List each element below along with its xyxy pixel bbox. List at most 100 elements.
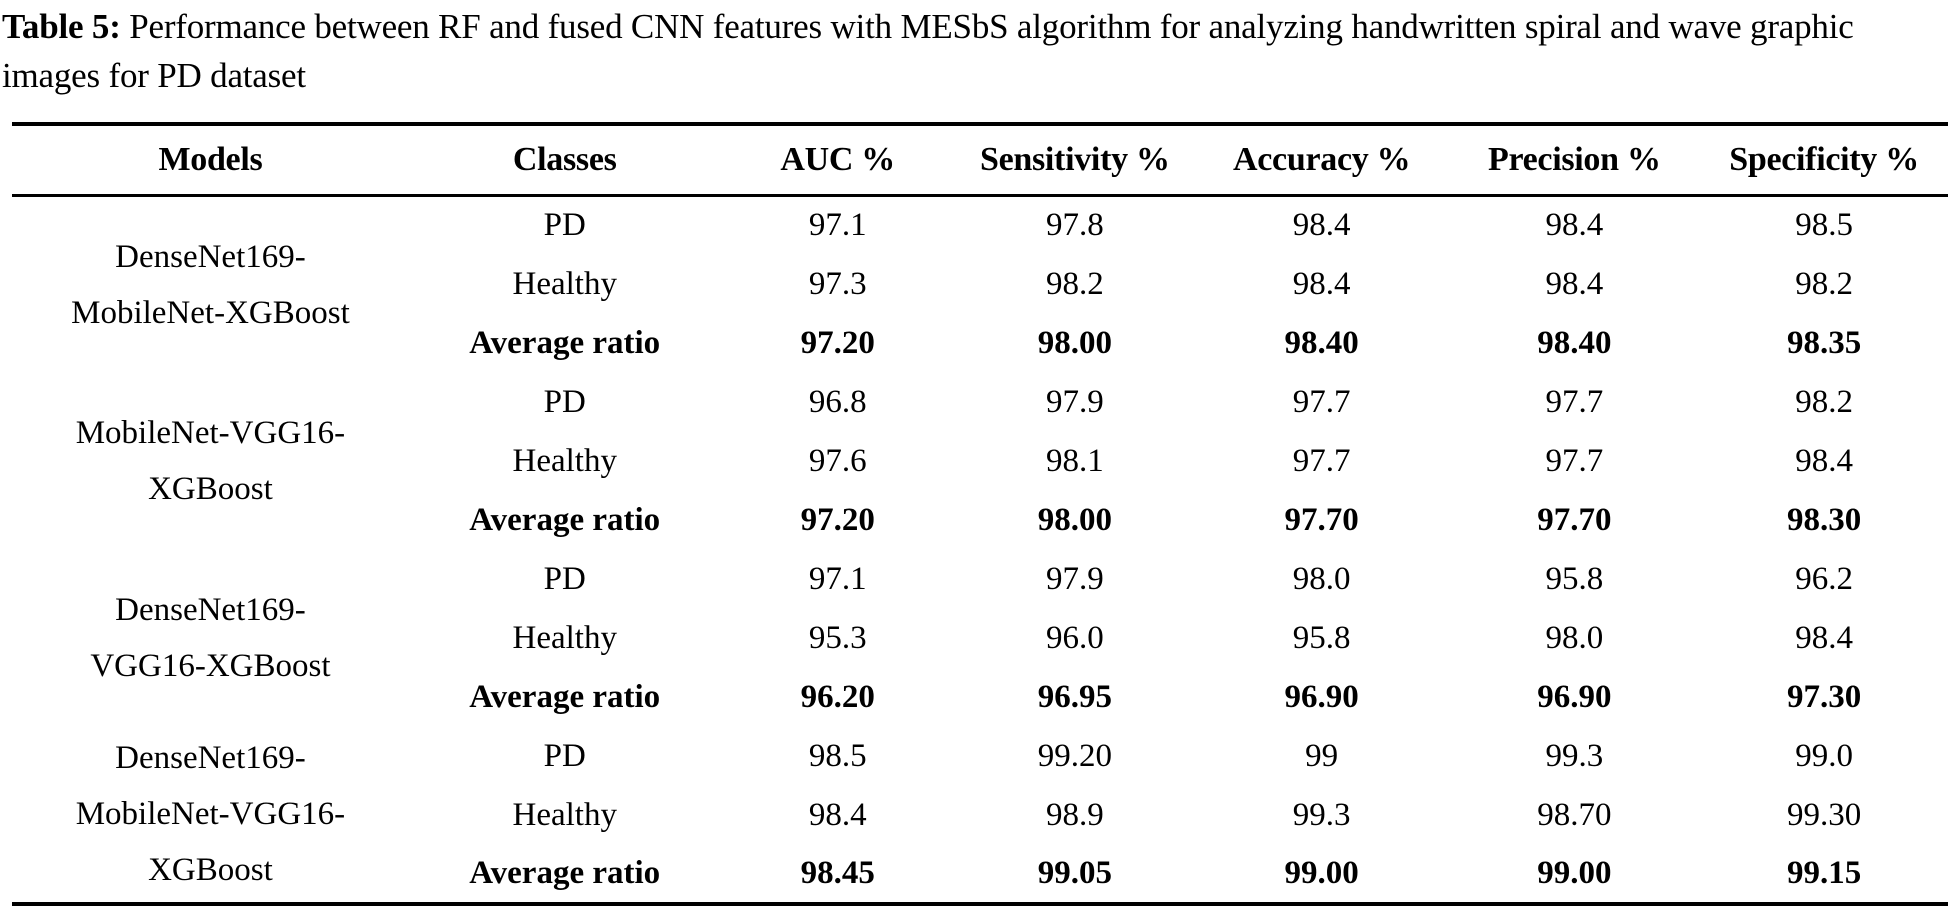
auc-cell: 97.6 (808, 442, 867, 479)
table-row: Healthy 98.4 98.9 99.3 98.70 99.30 (12, 786, 1948, 845)
class-cell: Healthy (512, 796, 617, 833)
performance-table: Models Classes AUC % Sensitivity % Accur… (12, 122, 1948, 906)
sensitivity-cell: 96.0 (1045, 619, 1104, 656)
auc-cell: 96.8 (808, 383, 867, 420)
average-ratio-row: Average ratio 98.45 99.05 99.00 99.00 99… (12, 845, 1948, 904)
precision-cell: 98.4 (1545, 207, 1604, 244)
sensitivity-cell: 99.05 (1037, 854, 1112, 891)
accuracy-cell: 98.4 (1292, 207, 1351, 244)
specificity-cell: 98.4 (1795, 619, 1853, 656)
col-header-auc: AUC % (720, 124, 955, 197)
specificity-cell: 98.35 (1786, 324, 1862, 361)
auc-cell: 97.20 (800, 501, 875, 538)
accuracy-cell: 99.3 (1292, 796, 1351, 833)
auc-cell: 97.1 (808, 560, 867, 597)
specificity-cell: 96.2 (1795, 560, 1853, 597)
col-header-accuracy: Accuracy % (1194, 124, 1449, 197)
class-cell: Healthy (512, 265, 617, 302)
precision-cell: 97.70 (1537, 501, 1612, 538)
specificity-cell: 99.0 (1795, 737, 1853, 774)
sensitivity-cell: 98.9 (1045, 796, 1104, 833)
class-cell: Healthy (512, 619, 617, 656)
table-row: Healthy 97.6 98.1 97.7 97.7 98.4 (12, 432, 1948, 491)
auc-cell: 97.1 (808, 207, 867, 244)
average-ratio-row: Average ratio 97.20 98.00 97.70 97.70 98… (12, 491, 1948, 550)
table-row: Healthy 95.3 96.0 95.8 98.0 98.4 (12, 609, 1948, 668)
accuracy-cell: 96.90 (1284, 678, 1359, 715)
specificity-cell: 98.2 (1795, 383, 1853, 420)
col-header-models: Models (12, 124, 409, 197)
table-row: MobileNet-VGG16- XGBoost PD 96.8 97.9 97… (12, 373, 1948, 508)
accuracy-cell: 98.0 (1292, 560, 1351, 597)
sensitivity-cell: 96.95 (1037, 678, 1112, 715)
accuracy-cell: 97.7 (1292, 442, 1351, 479)
precision-cell: 97.7 (1545, 442, 1604, 479)
precision-cell: 99.3 (1545, 737, 1604, 774)
sensitivity-cell: 99.20 (1037, 737, 1112, 774)
auc-cell: 95.3 (808, 619, 867, 656)
precision-cell: 98.4 (1545, 265, 1604, 302)
sensitivity-cell: 97.9 (1045, 383, 1104, 420)
specificity-cell: 98.4 (1795, 442, 1853, 479)
specificity-cell: 99.15 (1786, 854, 1862, 891)
caption-label: Table 5: (2, 7, 121, 46)
sensitivity-cell: 98.1 (1045, 442, 1104, 479)
class-cell: Average ratio (469, 854, 661, 891)
precision-cell: 99.00 (1537, 854, 1612, 891)
accuracy-cell: 99.00 (1284, 854, 1359, 891)
accuracy-cell: 98.40 (1284, 324, 1359, 361)
auc-cell: 98.5 (808, 737, 867, 774)
col-header-specificity: Specificity % (1700, 124, 1948, 197)
specificity-cell: 99.30 (1786, 796, 1862, 833)
accuracy-cell: 97.7 (1292, 383, 1351, 420)
precision-cell: 98.0 (1545, 619, 1604, 656)
accuracy-cell: 95.8 (1292, 619, 1351, 656)
sensitivity-cell: 98.00 (1037, 324, 1112, 361)
class-cell: PD (543, 737, 586, 774)
auc-cell: 98.45 (800, 854, 875, 891)
header-row: Models Classes AUC % Sensitivity % Accur… (12, 124, 1948, 197)
specificity-cell: 98.2 (1795, 265, 1853, 302)
accuracy-cell: 99 (1305, 737, 1339, 774)
sensitivity-cell: 98.00 (1037, 501, 1112, 538)
col-header-precision: Precision % (1448, 124, 1701, 197)
model-name: MobileNet-VGG16- XGBoost (75, 415, 346, 507)
precision-cell: 97.7 (1545, 383, 1604, 420)
precision-cell: 98.40 (1537, 324, 1612, 361)
class-cell: PD (543, 383, 586, 420)
precision-cell: 98.70 (1537, 796, 1612, 833)
sensitivity-cell: 98.2 (1045, 265, 1104, 302)
average-ratio-row: Average ratio 96.20 96.95 96.90 96.90 97… (12, 668, 1948, 727)
table-caption: Table 5: Performance between RF and fuse… (0, 2, 1956, 100)
precision-cell: 95.8 (1545, 560, 1604, 597)
accuracy-cell: 98.4 (1292, 265, 1351, 302)
table-row: DenseNet169- MobileNet-VGG16- XGBoost PD… (12, 727, 1948, 889)
class-cell: Average ratio (469, 678, 661, 715)
col-header-classes: Classes (408, 124, 721, 197)
model-name: DenseNet169- MobileNet-XGBoost (71, 238, 350, 331)
auc-cell: 97.20 (800, 324, 875, 361)
accuracy-cell: 97.70 (1284, 501, 1359, 538)
table-row: DenseNet169- MobileNet-XGBoost PD 97.1 9… (12, 196, 1948, 331)
auc-cell: 98.4 (808, 796, 867, 833)
class-cell: Average ratio (469, 324, 661, 361)
table-row: Healthy 97.3 98.2 98.4 98.4 98.2 (12, 255, 1948, 314)
specificity-cell: 97.30 (1786, 678, 1862, 715)
sensitivity-cell: 97.9 (1045, 560, 1104, 597)
caption-text: Performance between RF and fused CNN fea… (2, 7, 1854, 95)
col-header-sensitivity: Sensitivity % (954, 124, 1195, 197)
average-ratio-row: Average ratio 97.20 98.00 98.40 98.40 98… (12, 314, 1948, 373)
precision-cell: 96.90 (1537, 678, 1612, 715)
class-cell: Average ratio (469, 501, 661, 538)
specificity-cell: 98.30 (1786, 501, 1862, 538)
specificity-cell: 98.5 (1795, 207, 1853, 244)
class-cell: Healthy (512, 442, 617, 479)
auc-cell: 96.20 (800, 678, 875, 715)
model-name: DenseNet169- VGG16-XGBoost (90, 592, 331, 684)
model-name: DenseNet169- MobileNet-VGG16- XGBoost (75, 740, 346, 888)
class-cell: PD (543, 560, 586, 597)
auc-cell: 97.3 (808, 265, 867, 302)
class-cell: PD (543, 207, 586, 244)
sensitivity-cell: 97.8 (1045, 207, 1104, 244)
